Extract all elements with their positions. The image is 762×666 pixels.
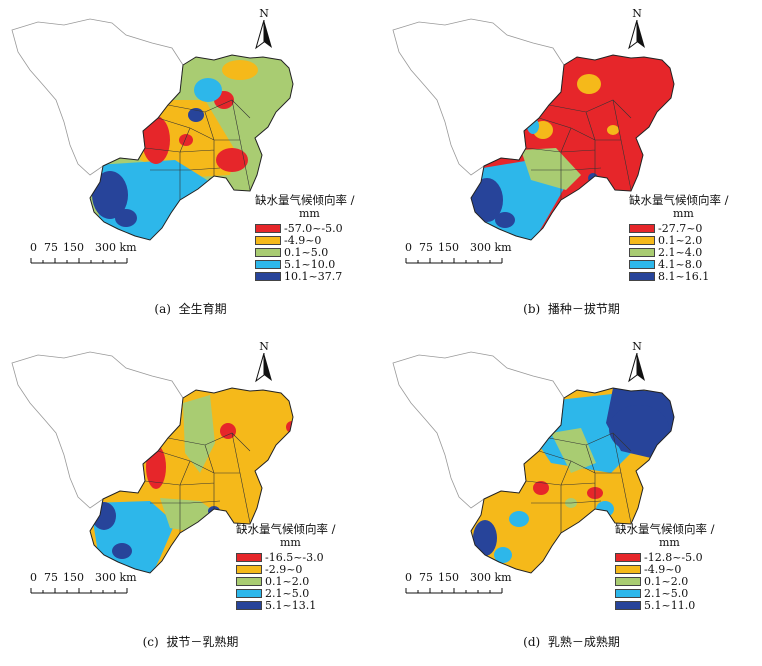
internal-boundaries-c xyxy=(144,432,251,533)
legend-item: -2.9~0 xyxy=(236,563,396,576)
map-panel-d: N 缺水量气候倾向率 / mm -12.8~-5.0 -4.9~0 0.1~2.… xyxy=(381,333,762,666)
map-b xyxy=(392,18,675,241)
map-panel-c: N 缺水量气候倾向率 / mm -16.5~-3.0 -2.9~0 0.1~2.… xyxy=(0,333,381,666)
legend-d: 缺水量气候倾向率 / mm -12.8~-5.0 -4.9~0 0.1~2.0 … xyxy=(615,523,762,612)
study-region-b xyxy=(470,54,675,241)
map-d xyxy=(392,351,675,574)
legend-item: -27.7~0 xyxy=(629,222,762,235)
north-arrow-icon xyxy=(255,352,272,383)
caption-d: (d) 乳熟－成熟期 xyxy=(523,635,620,649)
north-arrow-icon xyxy=(628,19,645,50)
internal-boundaries-a xyxy=(144,99,251,200)
map-c xyxy=(11,351,294,574)
legend-item: 8.1~16.1 xyxy=(629,270,762,283)
legend-c: 缺水量气候倾向率 / mm -16.5~-3.0 -2.9~0 0.1~2.0 … xyxy=(236,523,396,612)
legend-item: 0.1~2.0 xyxy=(615,575,762,588)
map-panel-b: N 缺水量气候倾向率 / mm -27.7~0 0.1~2.0 2.1~4.0 … xyxy=(381,0,762,333)
legend-item: 0.1~2.0 xyxy=(629,234,762,247)
scale-bar-graphic xyxy=(30,588,128,594)
legend-item: 5.1~10.0 xyxy=(255,258,415,271)
scale-bar-b: 0 75 150 300 km xyxy=(405,241,525,267)
internal-boundaries-b xyxy=(525,99,632,200)
scale-bar-c: 0 75 150 300 km xyxy=(30,571,150,597)
internal-boundaries-d xyxy=(525,432,632,533)
legend-item: 2.1~5.0 xyxy=(236,587,396,600)
north-arrow-a: N xyxy=(252,8,276,52)
legend-item: 0.1~5.0 xyxy=(255,246,415,259)
study-region-c xyxy=(89,387,294,574)
north-arrow-icon xyxy=(255,19,272,50)
north-arrow-b: N xyxy=(625,8,649,52)
caption-a: (a) 全生育期 xyxy=(154,302,227,316)
legend-item: 0.1~2.0 xyxy=(236,575,396,588)
study-region-d xyxy=(470,387,675,574)
legend-a: 缺水量气候倾向率 / mm -57.0~-5.0 -4.9~0 0.1~5.0 … xyxy=(255,194,415,283)
north-arrow-c: N xyxy=(252,341,276,385)
legend-item: -4.9~0 xyxy=(615,563,762,576)
legend-item: 2.1~4.0 xyxy=(629,246,762,259)
legend-item: 2.1~5.0 xyxy=(615,587,762,600)
legend-item: -12.8~-5.0 xyxy=(615,551,762,564)
north-arrow-icon xyxy=(628,352,645,383)
legend-item: 5.1~11.0 xyxy=(615,599,762,612)
caption-c: (c) 拔节－乳熟期 xyxy=(142,635,239,649)
legend-item: 10.1~37.7 xyxy=(255,270,415,283)
north-arrow-d: N xyxy=(625,341,649,385)
legend-item: -57.0~-5.0 xyxy=(255,222,415,235)
study-region-a xyxy=(89,54,294,241)
scale-bar-graphic xyxy=(405,258,503,264)
scale-bar-d: 0 75 150 300 km xyxy=(405,571,525,597)
map-panel-a: N 缺水量气候倾向率 / mm -57.0~-5.0 -4.9~0 0.1~5.… xyxy=(0,0,381,333)
scale-bar-graphic xyxy=(405,588,503,594)
map-a xyxy=(11,18,294,241)
legend-item: -16.5~-3.0 xyxy=(236,551,396,564)
caption-b: (b) 播种－拔节期 xyxy=(523,302,620,316)
legend-b: 缺水量气候倾向率 / mm -27.7~0 0.1~2.0 2.1~4.0 4.… xyxy=(629,194,762,283)
legend-item: 5.1~13.1 xyxy=(236,599,396,612)
scale-bar-a: 0 75 150 300 km xyxy=(30,241,150,267)
legend-item: -4.9~0 xyxy=(255,234,415,247)
legend-item: 4.1~8.0 xyxy=(629,258,762,271)
scale-bar-graphic xyxy=(30,258,128,264)
